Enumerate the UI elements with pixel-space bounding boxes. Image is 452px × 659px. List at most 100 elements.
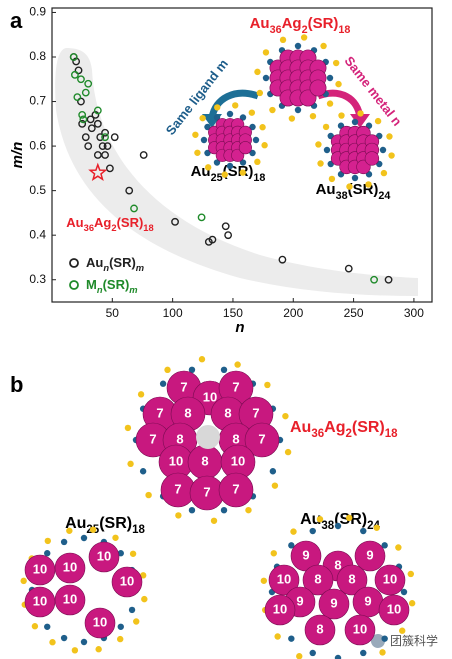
ligand-atom [213, 114, 221, 121]
atom-label: 10 [273, 601, 287, 616]
point [110, 133, 119, 142]
ligand-atom [374, 117, 382, 125]
silver-atom [196, 425, 220, 449]
ligand-atom [140, 572, 147, 579]
atom [378, 594, 410, 626]
ligand-atom [407, 570, 415, 578]
atom-label: 10 [63, 591, 77, 606]
point [69, 53, 78, 61]
ligand-atom [274, 633, 281, 640]
ligand-atom [351, 174, 359, 182]
ligand-atom [400, 588, 408, 596]
atom-label: 7 [232, 379, 239, 394]
ligand-atom [288, 635, 295, 642]
ligand-atom [221, 171, 228, 178]
ligand-atom [214, 104, 221, 111]
ligand-atom [252, 136, 260, 144]
ligand-atom [80, 638, 88, 646]
atom [268, 564, 300, 596]
plot-frame [51, 7, 433, 303]
y-tick-label: 0.6 [29, 138, 46, 152]
plot: 50 100 150 200 250 300 0.3 0.4 0.5 0.6 0.7 0.8 0.9 Au… [29, 5, 424, 321]
x-tick-label: 250 [344, 306, 364, 320]
structure: 10 10 10 10 10 10 10 [20, 526, 148, 654]
atom [238, 141, 252, 155]
atom-label: 9 [302, 547, 309, 562]
point [73, 93, 82, 101]
ligand-atom [256, 89, 264, 97]
ligand-atom [137, 391, 145, 398]
ligand-atom [164, 366, 171, 374]
ligand-atom [379, 649, 386, 656]
ligand-atom [360, 527, 367, 535]
ligand-atom [210, 517, 218, 524]
point [125, 186, 134, 195]
atom [264, 594, 296, 626]
point [93, 119, 102, 128]
arrow-label: Same metal n [341, 54, 404, 129]
ligand-atom [294, 106, 302, 114]
ligand-atom [316, 515, 324, 523]
atom-label: 7 [156, 405, 163, 420]
panel-label: b [10, 372, 23, 397]
ligand-atom [220, 506, 228, 514]
point [197, 213, 206, 222]
ligand-atom [133, 618, 140, 625]
ligand-atom [95, 646, 102, 653]
ligand-atom [264, 381, 271, 389]
ligand-atom [188, 506, 196, 514]
atom-label: 10 [387, 601, 401, 616]
ligand-atom [139, 468, 147, 475]
point [224, 231, 233, 240]
ligand-atom [271, 482, 279, 489]
atom [374, 564, 406, 596]
y-tick-label: 0.9 [29, 5, 46, 19]
ligand-atom [226, 110, 234, 118]
point [101, 133, 109, 142]
ligand-atom [192, 131, 199, 138]
point [87, 124, 96, 133]
ligand-atom [326, 100, 334, 107]
ligand-atom [279, 36, 287, 44]
point [71, 70, 79, 79]
watermark: 团簇科学 [390, 633, 438, 648]
ligand-atom [261, 142, 268, 149]
y-axis-label: m/n [9, 142, 26, 169]
ligand-atom [322, 123, 330, 131]
ligand-atom [323, 146, 331, 154]
ligand-atom [239, 114, 247, 121]
ligand-atom [204, 164, 212, 171]
atom [364, 151, 380, 166]
atom-label: 7 [232, 481, 239, 496]
atom-label: 8 [334, 557, 341, 572]
ligand-atom [44, 550, 51, 557]
trend-band [55, 48, 418, 296]
cluster-illustrations [192, 34, 395, 190]
ligand-atom [249, 123, 256, 131]
atom-label: 8 [184, 405, 191, 420]
ligand-atom [388, 152, 395, 159]
point [384, 275, 393, 284]
atom [24, 554, 56, 586]
ligand-atom [262, 74, 270, 82]
ligand-atom [259, 124, 266, 131]
ligand-atom [408, 600, 416, 607]
atom-label: 10 [33, 561, 47, 576]
arrow [208, 89, 260, 119]
ligand-atom [254, 158, 261, 166]
ligand-atom [317, 160, 324, 167]
ligand-atom [399, 627, 406, 634]
ligand-atom [320, 42, 327, 50]
atom [111, 566, 143, 598]
atom-label: 10 [353, 621, 367, 636]
point [130, 204, 138, 213]
atom-label: 8 [348, 571, 355, 586]
inset-label: Au38(SR)24 [316, 181, 391, 202]
point [208, 235, 217, 244]
ligand-atom [234, 361, 241, 368]
ligand-atom [194, 149, 201, 156]
ligand-atom [360, 649, 367, 657]
point [101, 128, 109, 137]
